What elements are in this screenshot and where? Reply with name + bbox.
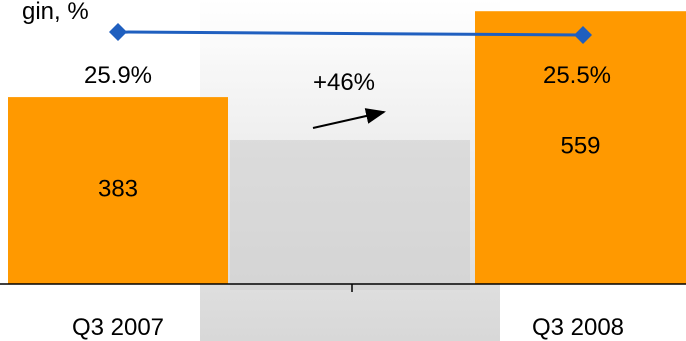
growth-arrow (312, 108, 386, 129)
x-tick-labels-group: Q3 2007 Q3 2008 (72, 314, 624, 341)
bar-2 (475, 11, 686, 284)
x-tick-label-1: Q3 2007 (72, 314, 164, 341)
line-marker-1 (109, 23, 127, 41)
line-series-path (117, 30, 584, 37)
x-tick-label-2: Q3 2008 (532, 314, 624, 341)
bar-1 (8, 97, 228, 284)
growth-annotation: +46% (313, 69, 375, 96)
bar-value-label-2: 559 (560, 133, 600, 160)
line-marker-2 (574, 26, 592, 44)
bars-group (8, 11, 686, 284)
background-truck-shape (230, 140, 470, 290)
line-value-label-1: 25.9% (84, 62, 152, 89)
line-series-group: 25.9% 25.5% (84, 23, 611, 89)
bar-value-label-1: 383 (98, 176, 138, 203)
line-value-label-2: 25.5% (543, 62, 611, 89)
bar-labels-group: 383 559 (98, 133, 601, 203)
title-fragment: gin, % (22, 0, 89, 25)
